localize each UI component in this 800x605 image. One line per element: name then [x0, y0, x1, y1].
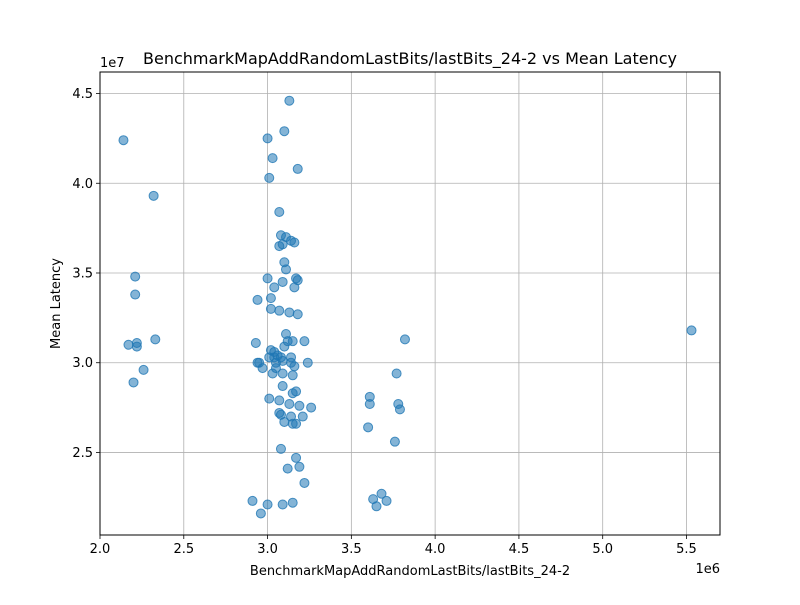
x-tick-label: 4.5 [509, 542, 530, 557]
x-tick-label: 2.0 [90, 542, 111, 557]
scatter-point [291, 386, 302, 397]
x-tick-label: 2.5 [173, 542, 194, 557]
data-points [118, 95, 697, 519]
scatter-point [389, 436, 400, 447]
y-axis-label: Mean Latency [49, 258, 64, 349]
scatter-point [274, 206, 285, 217]
scatter-point [257, 363, 268, 374]
scatter-point [294, 461, 305, 472]
y-tick-label: 4.0 [72, 177, 93, 192]
scatter-point [277, 499, 288, 510]
scatter-point [686, 325, 697, 336]
scatter-point [299, 477, 310, 488]
scatter-point [291, 418, 302, 429]
scatter-point [130, 289, 141, 300]
scatter-point [128, 377, 139, 388]
scatter-point [399, 334, 410, 345]
scatter-point [292, 309, 303, 320]
y-tick-label: 3.5 [72, 266, 93, 281]
scatter-point [279, 341, 290, 352]
scatter-point [297, 411, 308, 422]
scatter-point [284, 307, 295, 318]
scatter-point [306, 402, 317, 413]
scatter-point [262, 133, 273, 144]
scatter-point [262, 499, 273, 510]
plot-area-frame [99, 71, 721, 536]
scatter-point [130, 271, 141, 282]
scatter-point [394, 404, 405, 415]
scatter-point [287, 497, 298, 508]
scatter-point [287, 336, 298, 347]
scatter-point [302, 357, 313, 368]
scatter-point [364, 398, 375, 409]
scatter-point [289, 361, 300, 372]
scatter-point [247, 495, 258, 506]
scatter-point [252, 294, 263, 305]
scatter-point [363, 422, 374, 433]
scatter-point [281, 264, 291, 275]
y-tick-label: 3.0 [72, 356, 93, 371]
scatter-point [277, 355, 288, 366]
scatter-point [267, 153, 278, 164]
scatter-point [274, 395, 285, 406]
scatter-point [262, 273, 273, 284]
x-tick-label: 3.5 [341, 542, 362, 557]
scatter-point [138, 364, 149, 375]
y-tick-label: 4.5 [72, 87, 93, 102]
scatter-point [277, 368, 288, 379]
scatter-point [284, 95, 295, 106]
x-tick-label: 5.5 [676, 542, 697, 557]
scatter-point [131, 341, 142, 352]
scatter-point [376, 488, 387, 499]
scatter-point [291, 452, 302, 463]
scatter-point [255, 508, 266, 519]
scatter-point [289, 237, 300, 248]
scatter-point [264, 352, 275, 363]
scatter-point [289, 282, 300, 293]
y-tick-label: 2.5 [72, 446, 93, 461]
scatter-point [287, 370, 298, 381]
scatter-point [277, 381, 288, 392]
scatter-point [148, 190, 159, 201]
x-tick-label: 4.0 [425, 542, 446, 557]
scatter-point [150, 334, 161, 345]
scatter-point [391, 368, 402, 379]
y-axis-offset-text: 1e7 [100, 56, 125, 71]
axis-ticks: 2.0 2.5 3.0 3.5 4.0 4.5 5.0 5.5 2.5 3.0 3.5 4.0 4.5 [72, 87, 697, 557]
x-tick-label: 3.0 [257, 542, 278, 557]
scatter-point [279, 416, 290, 427]
scatter-point [267, 368, 278, 379]
scatter-point [274, 305, 285, 316]
scatter-point [279, 126, 290, 137]
scatter-point [265, 293, 276, 304]
scatter-point [123, 339, 134, 350]
scatter-point [275, 443, 286, 454]
scatter-point [264, 393, 275, 404]
scatter-point [284, 398, 295, 409]
x-tick-label: 5.0 [592, 542, 613, 557]
scatter-point [118, 135, 129, 146]
scatter-point [294, 400, 305, 411]
scatter-point [274, 241, 285, 252]
scatter-point [269, 282, 280, 293]
chart-title: BenchmarkMapAddRandomLastBits/lastBits_2… [143, 49, 677, 69]
scatter-point [277, 276, 288, 287]
scatter-point [381, 495, 392, 506]
scatter-point [371, 501, 382, 512]
grid-lines [99, 72, 720, 535]
scatter-point [250, 337, 261, 348]
scatter-point [292, 163, 303, 174]
x-axis-label: BenchmarkMapAddRandomLastBits/lastBits_2… [250, 564, 570, 579]
scatter-point [264, 172, 275, 183]
x-axis-offset-text: 1e6 [695, 562, 720, 577]
scatter-point [265, 303, 276, 314]
scatter-point [282, 463, 293, 474]
scatter-point [299, 336, 310, 347]
